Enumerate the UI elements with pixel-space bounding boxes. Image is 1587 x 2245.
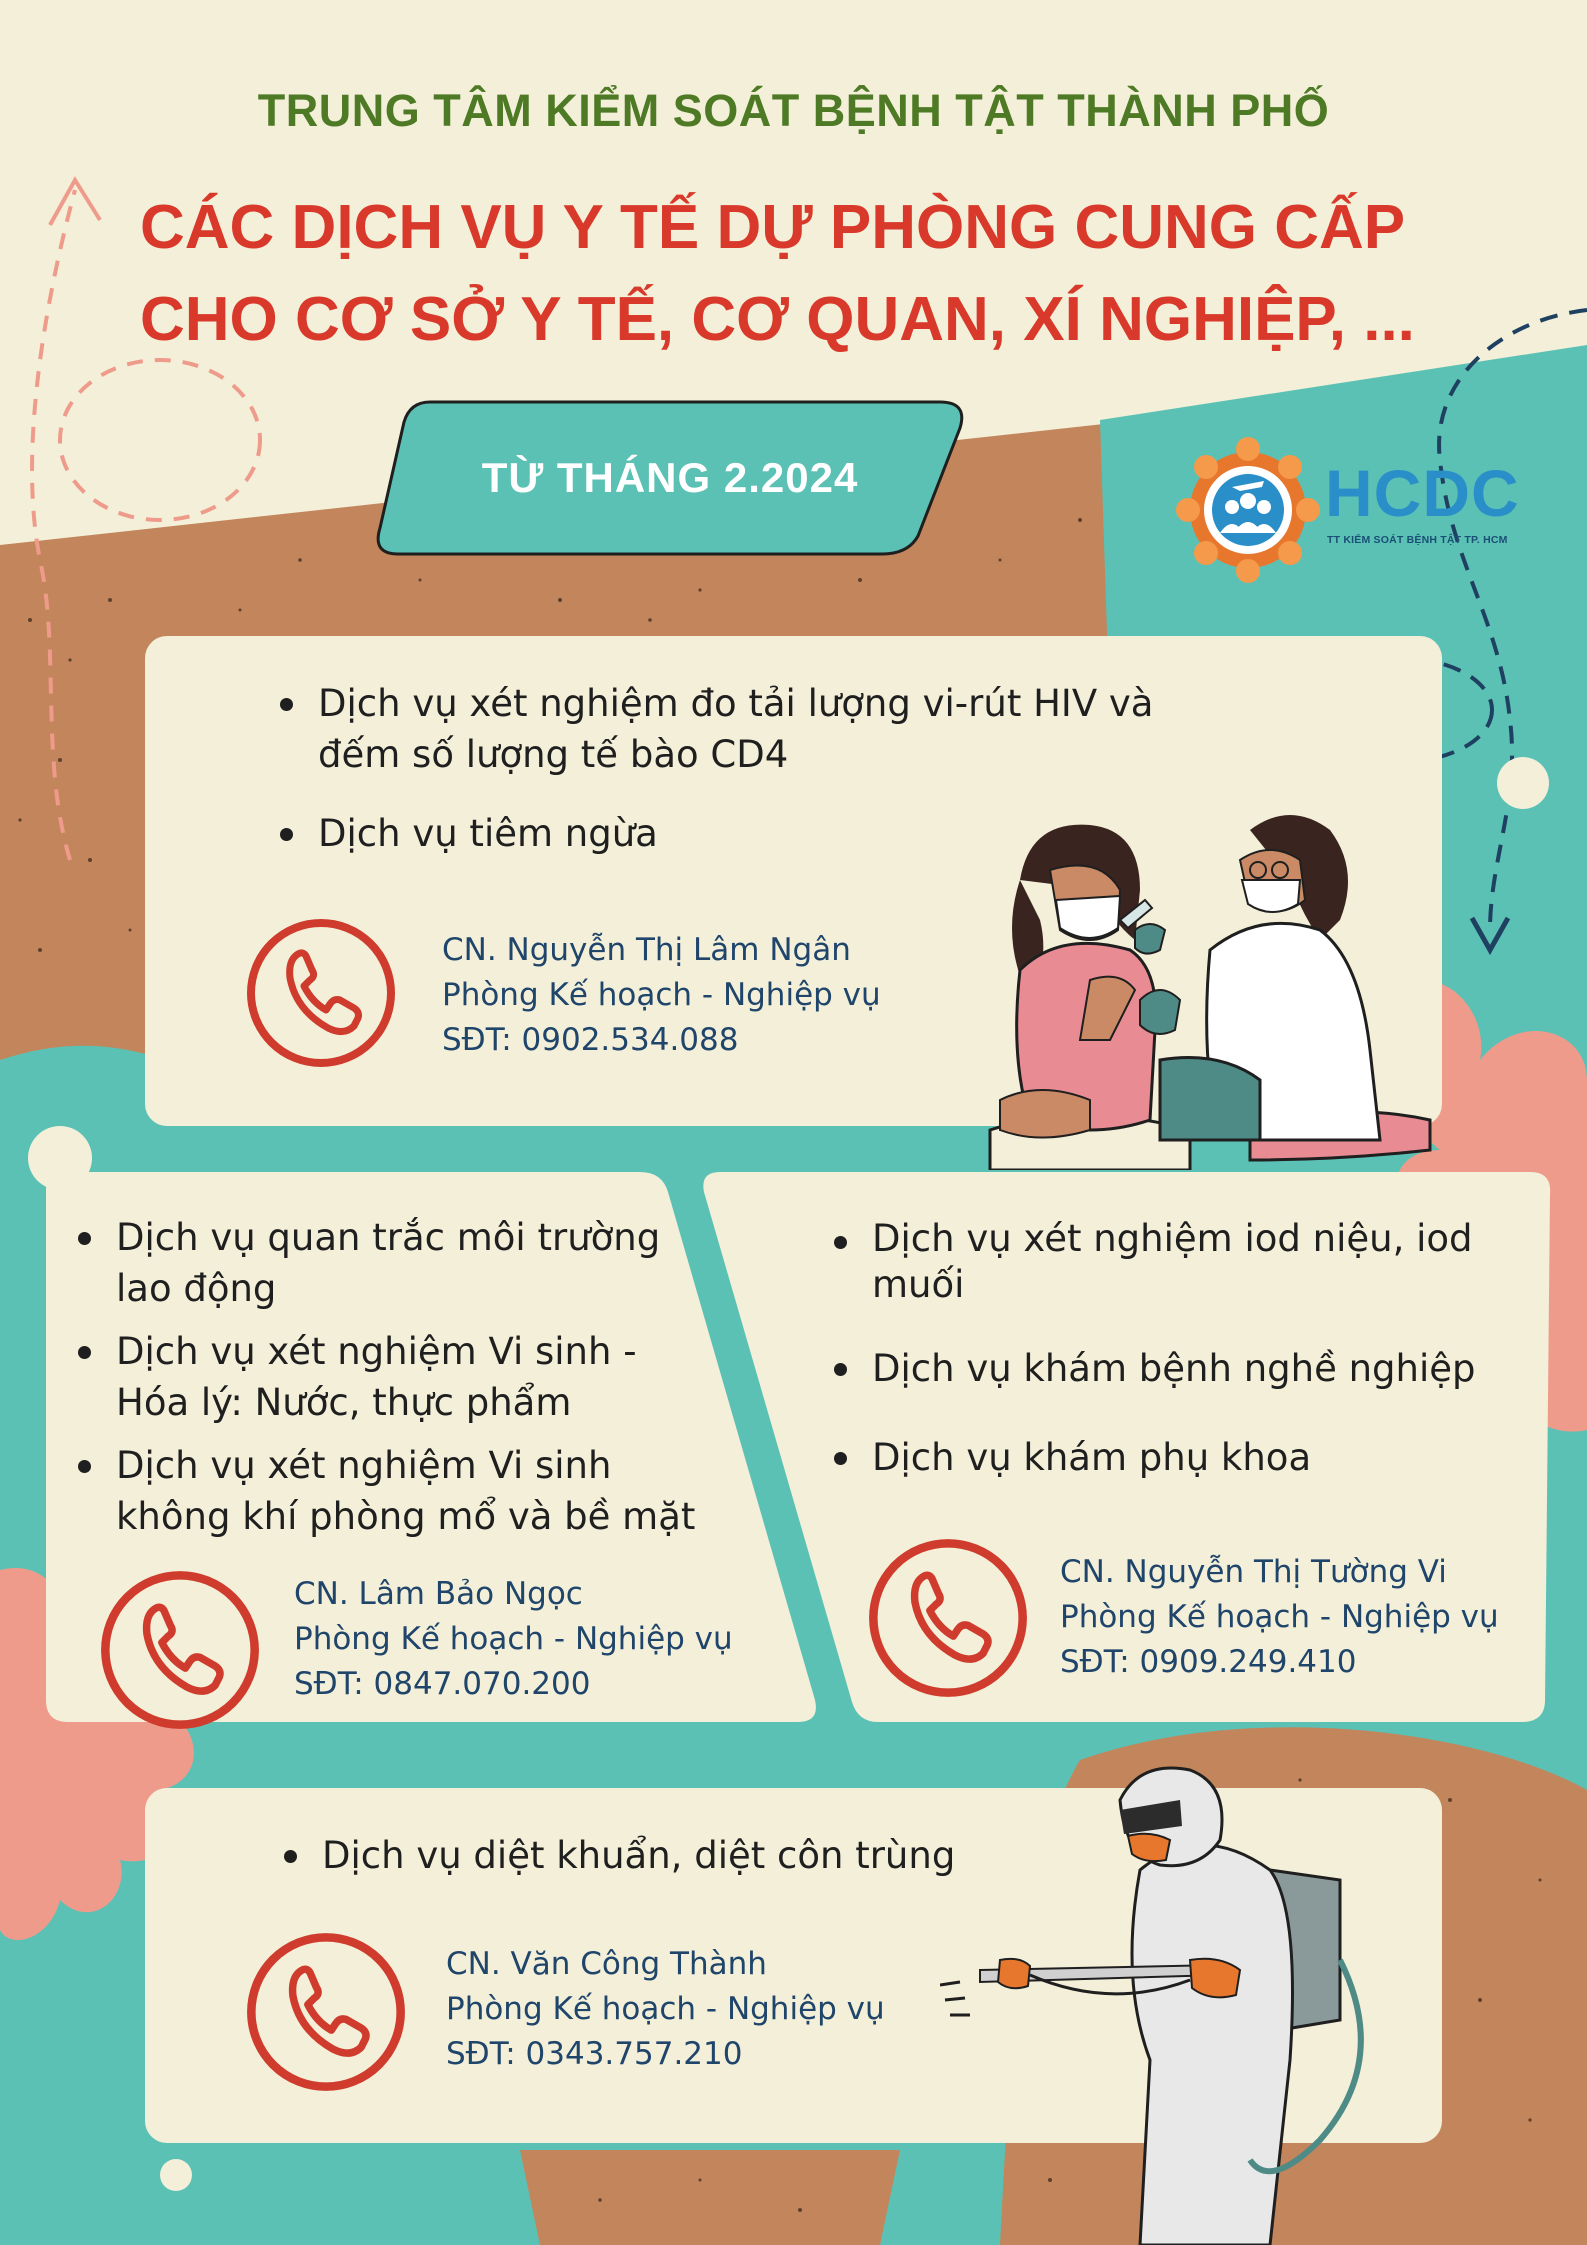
contact-department: Phòng Kế hoạch - Nghiệp vụ bbox=[294, 1621, 733, 1657]
contact-department: Phòng Kế hoạch - Nghiệp vụ bbox=[1060, 1599, 1499, 1635]
service-list-4: Dịch vụ diệt khuẩn, diệt côn trùng bbox=[282, 1830, 1082, 1909]
title-line-2: CHO CƠ SỞ Y TẾ, CƠ QUAN, XÍ NGHIỆP, ... bbox=[140, 285, 1415, 354]
contact-3: CN. Nguyễn Thị Tường Vi Phòng Kế hoạch -… bbox=[1060, 1550, 1540, 1685]
date-badge-shape bbox=[376, 400, 964, 556]
phone-icon bbox=[247, 1933, 405, 2091]
service-item: Dịch vụ xét nghiệm Vi sinh - Hóa lý: Nướ… bbox=[76, 1326, 716, 1428]
service-item: Dịch vụ tiêm ngừa bbox=[278, 808, 1198, 859]
service-list-2: Dịch vụ quan trắc môi trường lao động Dị… bbox=[76, 1212, 716, 1570]
logo-subtitle: TT KIỂM SOÁT BỆNH TẬT TP. HCM bbox=[1327, 534, 1508, 546]
contact-phone[interactable]: SĐT: 0343.757.210 bbox=[446, 2036, 743, 2072]
contact-department: Phòng Kế hoạch - Nghiệp vụ bbox=[442, 977, 881, 1013]
service-item: Dịch vụ diệt khuẩn, diệt côn trùng bbox=[282, 1830, 1082, 1881]
service-item: Dịch vụ xét nghiệm Vi sinh không khí phò… bbox=[76, 1440, 716, 1542]
contact-4: CN. Văn Công Thành Phòng Kế hoạch - Nghi… bbox=[446, 1942, 966, 2077]
contact-name: CN. Nguyễn Thị Lâm Ngân bbox=[442, 932, 851, 968]
phone-icon bbox=[247, 919, 395, 1067]
contact-1: CN. Nguyễn Thị Lâm Ngân Phòng Kế hoạch -… bbox=[442, 928, 982, 1063]
contact-name: CN. Lâm Bảo Ngọc bbox=[294, 1576, 583, 1612]
vaccination-illustration bbox=[988, 815, 1432, 1170]
service-item: Dịch vụ xét nghiệm iod niệu, iod muối bbox=[832, 1216, 1532, 1308]
contact-2: CN. Lâm Bảo Ngọc Phòng Kế hoạch - Nghiệp… bbox=[294, 1572, 774, 1707]
service-item: Dịch vụ khám bệnh nghề nghiệp bbox=[832, 1343, 1532, 1394]
phone-icon bbox=[869, 1539, 1027, 1697]
date-badge: TỪ THÁNG 2.2024 bbox=[481, 454, 859, 501]
org-name: TRUNG TÂM KIỂM SOÁT BỆNH TẬT THÀNH PHỐ bbox=[257, 85, 1330, 136]
service-item: Dịch vụ quan trắc môi trường lao động bbox=[76, 1212, 716, 1314]
title-line-1: CÁC DỊCH VỤ Y TẾ DỰ PHÒNG CUNG CẤP bbox=[140, 193, 1406, 262]
contact-phone[interactable]: SĐT: 0902.534.088 bbox=[442, 1022, 739, 1058]
contact-phone[interactable]: SĐT: 0847.070.200 bbox=[294, 1666, 591, 1702]
logo-name: HCDC bbox=[1325, 456, 1520, 530]
contact-name: CN. Nguyễn Thị Tường Vi bbox=[1060, 1554, 1447, 1590]
disinfection-worker-illustration bbox=[940, 1766, 1364, 2245]
contact-phone[interactable]: SĐT: 0909.249.410 bbox=[1060, 1644, 1357, 1680]
contact-name: CN. Văn Công Thành bbox=[446, 1946, 767, 1982]
page-title: CÁC DỊCH VỤ Y TẾ DỰ PHÒNG CUNG CẤP CHO C… bbox=[140, 182, 1480, 366]
service-item: Dịch vụ khám phụ khoa bbox=[832, 1432, 1532, 1483]
contact-department: Phòng Kế hoạch - Nghiệp vụ bbox=[446, 1991, 885, 2027]
service-list-1: Dịch vụ xét nghiệm đo tải lượng vi-rút H… bbox=[278, 678, 1198, 887]
service-item: Dịch vụ xét nghiệm đo tải lượng vi-rút H… bbox=[278, 678, 1198, 780]
phone-icon bbox=[101, 1571, 259, 1729]
service-list-3: Dịch vụ xét nghiệm iod niệu, iod muối Dị… bbox=[832, 1216, 1532, 1511]
hcdc-logo-icon bbox=[1176, 437, 1320, 583]
